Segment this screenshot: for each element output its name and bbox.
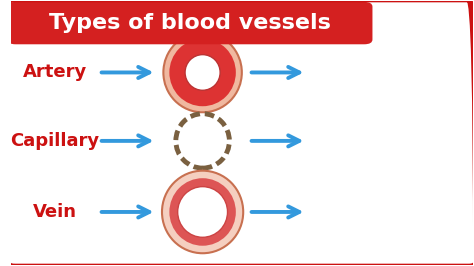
Ellipse shape [162, 171, 243, 253]
Text: Vein: Vein [33, 203, 77, 221]
Ellipse shape [164, 33, 242, 112]
Text: Artery: Artery [23, 64, 87, 81]
Ellipse shape [169, 39, 236, 106]
Ellipse shape [178, 187, 228, 237]
Ellipse shape [176, 114, 229, 168]
Text: Capillary: Capillary [10, 132, 100, 150]
Ellipse shape [185, 55, 220, 90]
FancyBboxPatch shape [8, 2, 373, 44]
Text: Types of blood vessels: Types of blood vessels [49, 13, 331, 33]
Ellipse shape [169, 178, 236, 246]
